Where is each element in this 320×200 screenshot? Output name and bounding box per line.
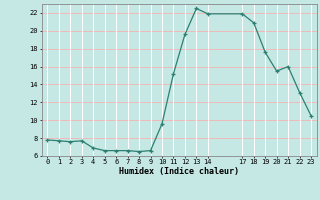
- X-axis label: Humidex (Indice chaleur): Humidex (Indice chaleur): [119, 167, 239, 176]
